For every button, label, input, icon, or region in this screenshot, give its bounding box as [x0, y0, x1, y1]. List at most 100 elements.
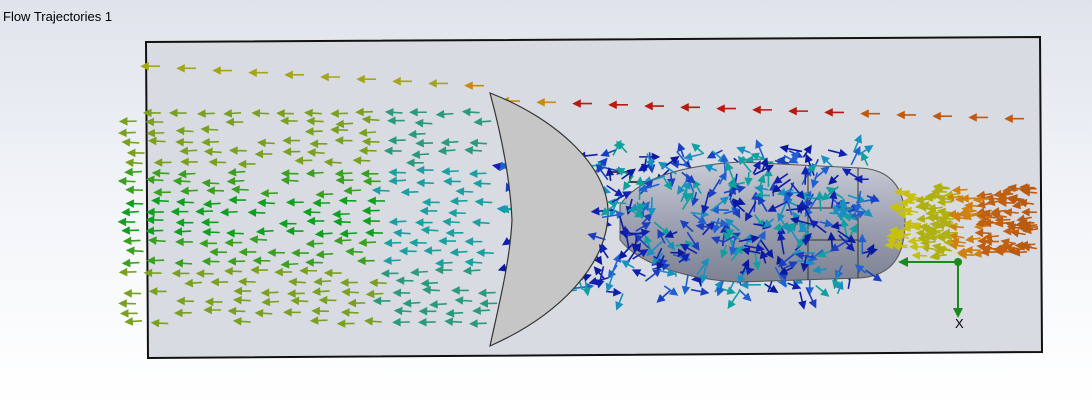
- view-title: Flow Trajectories 1: [3, 9, 112, 24]
- flow-arrows: [587, 153, 1039, 295]
- flow-arrow: [896, 110, 916, 120]
- flow-arrow: [305, 168, 324, 178]
- flow-arrow: [1005, 220, 1022, 229]
- flow-arrow: [388, 176, 407, 186]
- flow-arrow: [345, 247, 363, 256]
- flow-arrow: [226, 176, 245, 186]
- flow-arrow: [445, 308, 464, 318]
- flow-arrow: [180, 157, 198, 167]
- flow-arrow: [947, 209, 964, 219]
- flow-arrow: [423, 246, 442, 255]
- flow-arrow: [720, 153, 729, 175]
- flow-arrow: [280, 169, 299, 178]
- triad-head: [953, 308, 963, 318]
- disk: [489, 92, 609, 348]
- flow-arrow: [605, 287, 622, 297]
- flow-arrow: [464, 237, 483, 246]
- flow-arrow: [405, 158, 424, 168]
- flow-arrow: [686, 231, 700, 251]
- flow-arrow: [663, 285, 679, 296]
- flow-arrow: [384, 108, 403, 117]
- flow-arrow: [143, 268, 162, 278]
- flow-arrow: [600, 148, 617, 157]
- flow-arrow: [335, 175, 354, 185]
- flow-arrow: [472, 306, 490, 315]
- flow-arrow: [677, 142, 686, 158]
- flow-arrow: [225, 117, 244, 127]
- flow-arrow: [388, 168, 406, 177]
- flow-arrow: [771, 178, 791, 193]
- flow-arrow: [445, 228, 464, 238]
- flow-arrow: [936, 207, 953, 217]
- flow-arrow: [170, 207, 189, 216]
- flow-arrow: [469, 138, 488, 148]
- flow-arrow: [802, 144, 812, 158]
- flow-arrow: [736, 269, 748, 284]
- flow-arrow: [901, 223, 918, 233]
- flow-arrow: [907, 236, 924, 246]
- flow-arrow: [656, 255, 665, 271]
- flow-arrow: [142, 108, 161, 118]
- flow-arrow: [743, 243, 765, 253]
- flow-arrow: [118, 117, 137, 126]
- flow-arrow: [358, 238, 376, 247]
- flow-arrow: [852, 134, 862, 153]
- flow-arrow: [474, 197, 493, 207]
- flow-arrow: [305, 258, 323, 267]
- flow-arrow: [421, 198, 440, 207]
- flow-arrow: [365, 289, 384, 299]
- flow-arrow: [195, 269, 214, 278]
- flow-arrow: [804, 153, 815, 176]
- flow-arrow: [582, 281, 591, 297]
- flow-arrow: [894, 230, 911, 239]
- flow-arrow: [251, 108, 270, 118]
- flow-arrow: [605, 273, 614, 293]
- flow-arrow: [664, 237, 676, 251]
- flow-arrow: [1008, 194, 1025, 203]
- flow-arrow: [311, 287, 330, 296]
- flow-arrow: [267, 248, 285, 257]
- flow-arrow: [809, 219, 827, 234]
- flow-arrow: [857, 145, 874, 156]
- flow-arrow: [283, 308, 301, 317]
- flow-arrow: [415, 138, 434, 148]
- flow-arrow: [150, 318, 169, 328]
- flow-arrow: [464, 81, 484, 90]
- flow-arrow: [304, 108, 322, 118]
- flow-arrow: [334, 136, 353, 145]
- flow-arrow: [857, 233, 867, 255]
- flow-arrow: [788, 106, 808, 116]
- flow-arrow: [255, 227, 274, 236]
- flow-arrow: [176, 64, 196, 73]
- flow-arrow: [388, 217, 407, 227]
- flow-arrow: [387, 116, 405, 125]
- flow-arrow: [313, 277, 332, 286]
- flow-arrow: [724, 228, 741, 241]
- flow-arrow: [464, 146, 483, 155]
- flow-arrow: [701, 191, 710, 215]
- flow-arrow: [309, 316, 328, 325]
- triad-head: [898, 257, 908, 267]
- flow-arrow: [909, 242, 925, 252]
- flow-arrow: [455, 187, 474, 196]
- flow-arrow: [805, 287, 817, 309]
- flow-arrow: [638, 183, 660, 193]
- flow-arrow: [827, 148, 848, 158]
- flow-arrow: [720, 245, 729, 259]
- flow-arrow: [785, 261, 799, 270]
- flow-arrow: [994, 215, 1011, 225]
- flow-arrow: [1021, 207, 1037, 217]
- flow-arrow: [330, 109, 349, 118]
- flow-arrow: [712, 217, 721, 234]
- flow-arrow: [866, 243, 875, 258]
- flow-arrow: [777, 202, 787, 223]
- flow-arrow: [118, 299, 136, 308]
- flow-arrow: [347, 298, 366, 308]
- flow-arrow: [991, 211, 1008, 221]
- flow-arrow: [147, 236, 166, 245]
- flow-arrow: [716, 104, 736, 113]
- flow-arrow: [790, 182, 805, 200]
- flow-arrow: [358, 146, 377, 155]
- flow-arrow: [257, 198, 275, 208]
